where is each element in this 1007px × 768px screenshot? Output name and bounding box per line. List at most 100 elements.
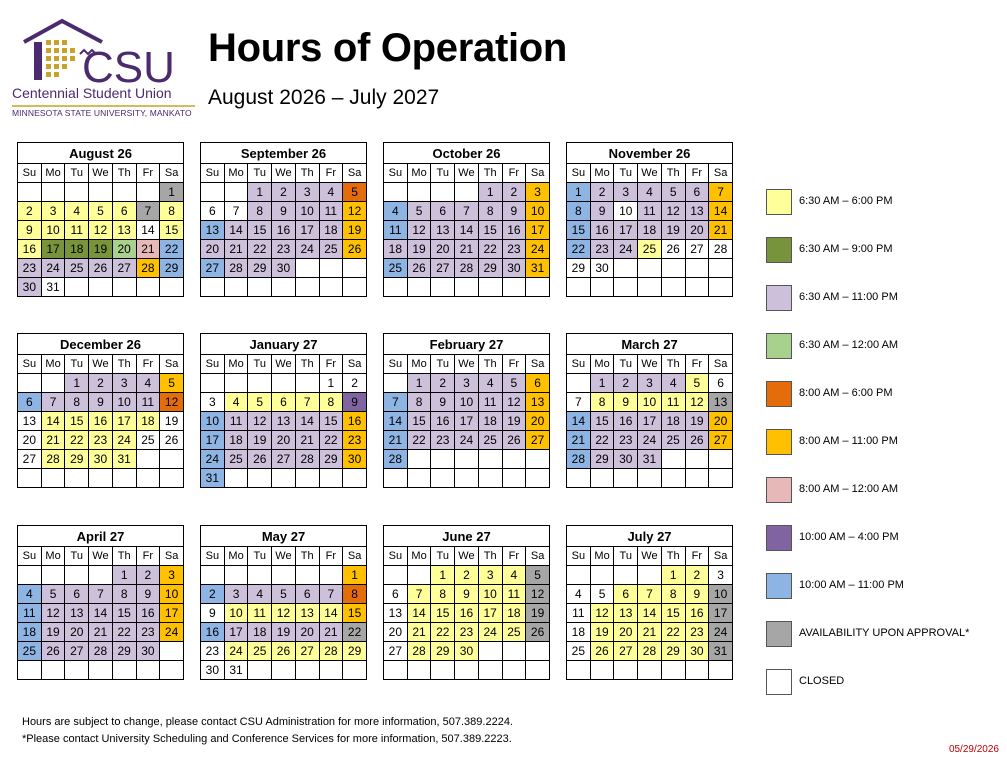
legend-swatch <box>766 669 792 695</box>
calendar-day: 18 <box>17 622 42 642</box>
calendar-empty-cell <box>525 641 550 661</box>
weekday-header: Tu <box>613 163 639 183</box>
calendar-day: 8 <box>64 392 90 412</box>
month-calendar: April 27 Su Mo Tu We Th Fr Sa 1 2 3 4 5 6 7 8 9 10 11 12 13 1… <box>17 525 184 680</box>
calendar-empty-cell <box>660 660 686 680</box>
legend-swatch <box>766 525 792 551</box>
calendar-day: 18 <box>660 411 686 431</box>
calendar-day: 1 <box>159 182 184 202</box>
calendar-day: 24 <box>111 430 137 450</box>
calendar-day: 21 <box>135 239 161 259</box>
weekday-header: Sa <box>159 546 184 566</box>
calendar-empty-cell <box>223 565 249 585</box>
calendar-day: 21 <box>383 430 408 450</box>
calendar-empty-cell <box>383 660 408 680</box>
calendar-empty-cell <box>637 468 662 488</box>
calendar-day: 14 <box>406 603 432 623</box>
calendar-day: 23 <box>501 239 527 259</box>
calendar-day: 20 <box>271 430 296 450</box>
calendar-day: 24 <box>613 239 639 259</box>
month-calendar: August 26 Su Mo Tu We Th Fr Sa 1 2 3 4 5 6 7 8 9 10 11 12 13… <box>17 142 184 297</box>
calendar-day: 20 <box>17 430 42 450</box>
calendar-day: 1 <box>660 565 686 585</box>
calendar-day: 1 <box>247 182 273 202</box>
calendar-day: 8 <box>477 201 503 221</box>
calendar-empty-cell <box>294 565 320 585</box>
weekday-header: Su <box>200 546 225 566</box>
calendar-day: 10 <box>637 392 662 412</box>
print-date: 05/29/2026 <box>948 744 999 755</box>
calendar-day: 24 <box>708 622 733 642</box>
calendar-empty-cell <box>454 277 479 297</box>
calendar-day: 22 <box>111 622 137 642</box>
calendar-day: 2 <box>501 182 527 202</box>
calendar-day: 30 <box>613 449 639 469</box>
legend-label: 6:30 AM – 6:00 PM <box>799 195 893 207</box>
calendar-day: 20 <box>613 622 639 642</box>
calendar-empty-cell <box>637 258 662 278</box>
calendar-empty-cell <box>318 660 344 680</box>
weekday-header: Th <box>660 163 686 183</box>
weekday-header: Su <box>200 354 225 374</box>
calendar-day: 14 <box>223 220 249 240</box>
calendar-day: 24 <box>159 622 184 642</box>
calendar-day: 14 <box>637 603 662 623</box>
calendar-day: 4 <box>637 182 662 202</box>
calendar-day: 26 <box>406 258 432 278</box>
calendar-day: 11 <box>637 201 662 221</box>
calendar-day: 15 <box>318 411 344 431</box>
calendar-day: 6 <box>271 392 296 412</box>
calendar-day: 2 <box>342 373 367 393</box>
calendar-day: 19 <box>342 220 367 240</box>
weekday-header: Mo <box>406 546 432 566</box>
calendar-day: 2 <box>454 565 479 585</box>
weekday-header: Mo <box>589 546 615 566</box>
calendar-day: 17 <box>111 411 137 431</box>
legend-swatch <box>766 573 792 599</box>
weekday-header: Fr <box>135 354 161 374</box>
calendar-day: 24 <box>40 258 66 278</box>
calendar-empty-cell <box>430 660 456 680</box>
calendar-empty-cell <box>318 258 344 278</box>
calendar-day: 1 <box>342 565 367 585</box>
calendar-empty-cell <box>406 182 432 202</box>
calendar-day: 12 <box>406 220 432 240</box>
calendar-day: 2 <box>200 584 225 604</box>
calendar-day: 22 <box>589 430 615 450</box>
calendar-empty-cell <box>318 565 344 585</box>
logo-letters: CSU <box>82 43 175 92</box>
calendar-day: 12 <box>589 603 615 623</box>
legend-label: 6:30 AM – 12:00 AM <box>799 339 899 351</box>
calendar-day: 31 <box>525 258 550 278</box>
weekday-header: Tu <box>430 546 456 566</box>
calendar-empty-cell <box>589 468 615 488</box>
weekday-header: We <box>637 163 662 183</box>
calendar-day: 15 <box>589 411 615 431</box>
legend-swatch <box>766 285 792 311</box>
calendar-empty-cell <box>684 258 710 278</box>
calendar-empty-cell <box>40 468 66 488</box>
calendar-day: 17 <box>525 220 550 240</box>
calendar-day: 26 <box>501 430 527 450</box>
calendar-day: 13 <box>525 392 550 412</box>
calendar-empty-cell <box>406 449 432 469</box>
calendar-day: 8 <box>406 392 432 412</box>
calendar-empty-cell <box>613 277 639 297</box>
calendar-day: 17 <box>159 603 184 623</box>
calendar-empty-cell <box>430 468 456 488</box>
month-calendar: January 27 Su Mo Tu We Th Fr Sa 1 2 3 4 5 6 7 8 9 10 11 12 1… <box>200 333 367 488</box>
weekday-header: Mo <box>589 354 615 374</box>
calendar-empty-cell <box>88 660 113 680</box>
month-calendar: October 26 Su Mo Tu We Th Fr Sa 1 2 3 4 5 6 7 8 9 10 11 12 1… <box>383 142 550 297</box>
weekday-header: Fr <box>501 163 527 183</box>
calendar-day: 5 <box>271 584 296 604</box>
calendar-empty-cell <box>200 373 225 393</box>
calendar-day: 12 <box>271 603 296 623</box>
calendar-day: 16 <box>430 411 456 431</box>
calendar-day: 12 <box>342 201 367 221</box>
calendar-day: 12 <box>247 411 273 431</box>
calendar-empty-cell <box>111 182 137 202</box>
calendar-day: 3 <box>40 201 66 221</box>
weekday-header: Fr <box>501 354 527 374</box>
calendar-day: 13 <box>64 603 90 623</box>
